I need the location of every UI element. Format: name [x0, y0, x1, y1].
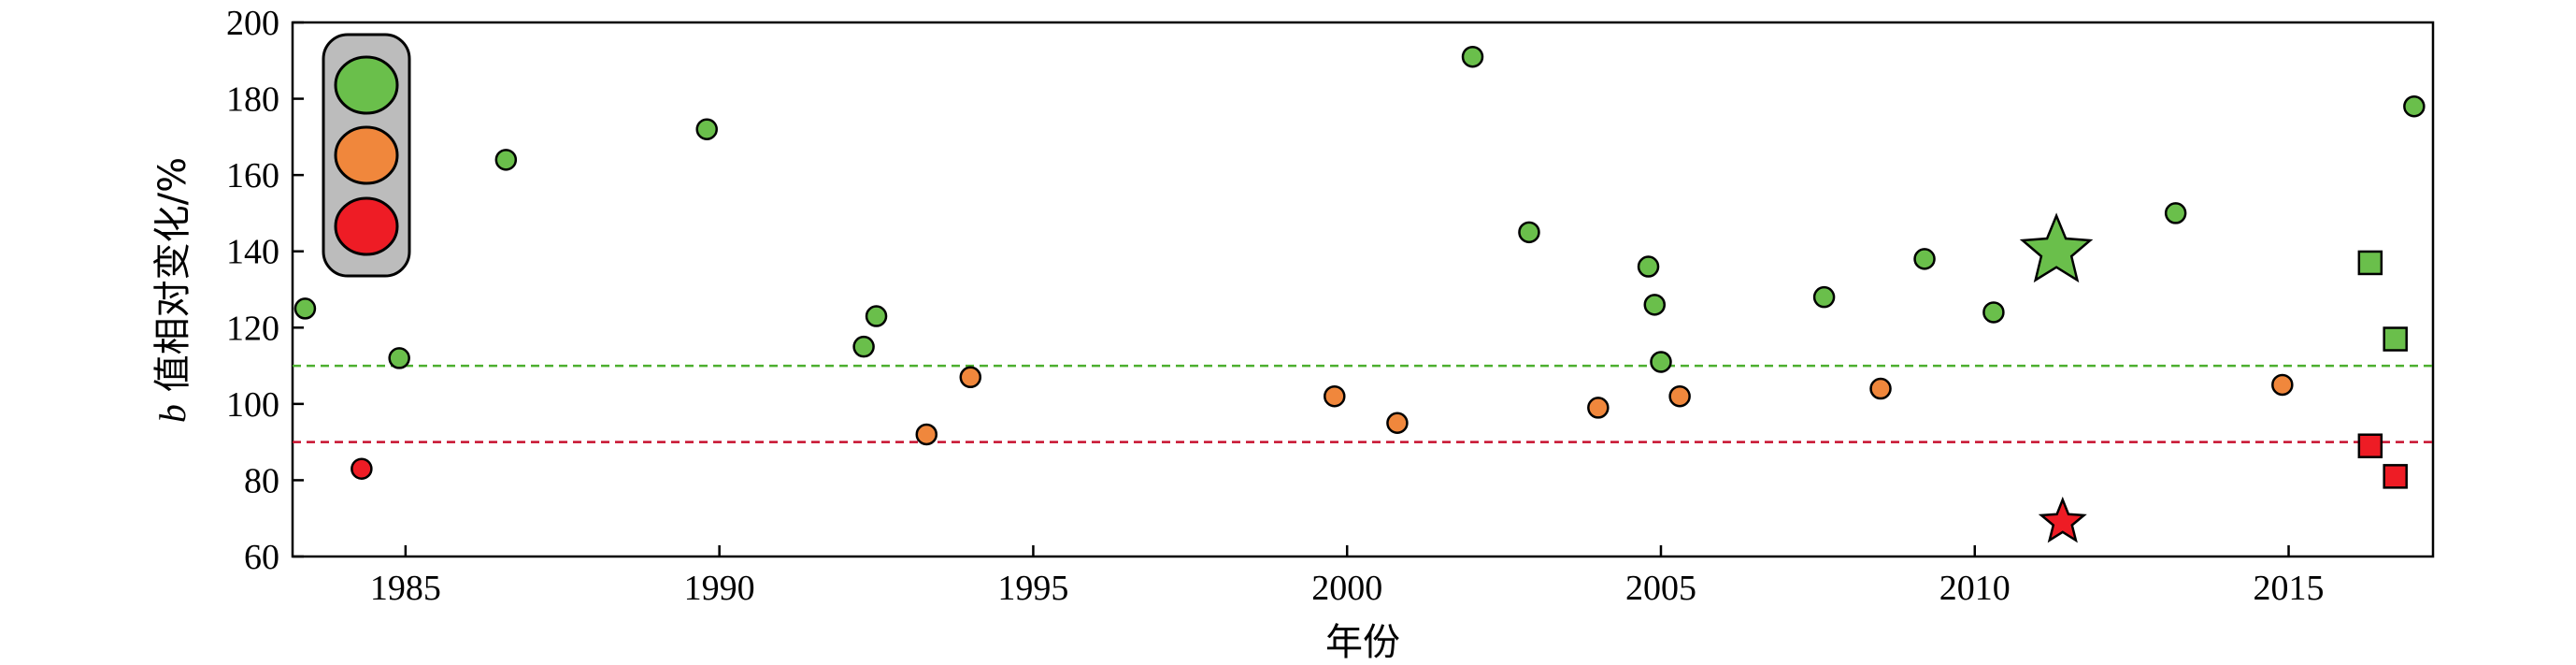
y-axis-title-symbol: b	[151, 404, 193, 423]
y-tick-label: 140	[226, 233, 279, 272]
y-tick-label: 80	[244, 461, 279, 500]
data-point-square	[2383, 464, 2408, 489]
data-point-circle	[293, 297, 317, 320]
x-tick-label: 1990	[684, 569, 755, 608]
traffic-light-green-lamp	[334, 55, 399, 115]
data-point-circle	[915, 423, 938, 446]
data-point-square	[2383, 326, 2408, 352]
y-axis-title: b 值相对变化/%	[151, 157, 194, 423]
y-tick-label: 100	[226, 385, 279, 425]
data-point-circle	[1386, 412, 1409, 434]
traffic-light-orange-lamp	[334, 125, 399, 185]
x-tick-label: 2005	[1625, 569, 1696, 608]
data-point-circle	[2164, 202, 2187, 224]
data-point-circle	[1518, 221, 1540, 244]
y-tick-label: 160	[226, 156, 279, 195]
data-point-circle	[1650, 351, 1672, 373]
data-point-star	[2019, 212, 2094, 283]
data-point-square	[2357, 433, 2383, 458]
x-tick-label: 2010	[1939, 569, 2011, 608]
data-point-circle	[1324, 384, 1346, 408]
data-point-circle	[494, 149, 518, 171]
x-tick-label: 2015	[2254, 569, 2325, 608]
data-point-circle	[695, 118, 718, 140]
data-point-circle	[1913, 248, 1936, 270]
data-point-circle	[388, 347, 410, 369]
plot-frame	[291, 21, 2435, 558]
y-tick-label: 180	[226, 80, 279, 120]
data-point-circle	[1869, 377, 1892, 400]
data-point-circle	[1637, 255, 1660, 278]
data-point-circle	[1982, 301, 2005, 324]
data-point-circle	[1812, 285, 1836, 309]
data-point-circle	[959, 366, 982, 389]
x-tick-label: 1985	[370, 569, 441, 608]
y-tick-label: 200	[226, 4, 279, 43]
y-tick-label: 120	[226, 309, 279, 348]
data-point-circle	[1668, 384, 1691, 408]
data-point-circle	[852, 335, 875, 358]
data-point-circle	[1587, 397, 1610, 419]
data-point-circle	[351, 457, 373, 480]
data-point-circle	[2271, 373, 2294, 397]
reference-lines	[293, 364, 2433, 443]
data-point-circle	[1461, 45, 1484, 68]
data-point-circle	[865, 305, 888, 327]
x-tick-label: 1995	[997, 569, 1068, 608]
x-axis-title: 年份	[1325, 621, 1400, 664]
x-axis: 1985 1990 1995 2000 2005 2010 2015	[370, 545, 2325, 608]
data-point-star	[2038, 496, 2087, 543]
y-axis: 60 80 100 120 140 160 180 200	[226, 4, 304, 577]
data-point-circle	[2403, 94, 2426, 118]
data-point-circle	[1643, 294, 1667, 316]
data-point-square	[2357, 250, 2383, 276]
traffic-light-red-lamp	[334, 196, 399, 256]
data-points	[293, 45, 2426, 543]
x-tick-label: 2000	[1311, 569, 1382, 608]
y-tick-label: 60	[244, 538, 279, 577]
y-axis-title-text: 值相对变化/%	[151, 157, 194, 404]
legend	[322, 33, 411, 278]
